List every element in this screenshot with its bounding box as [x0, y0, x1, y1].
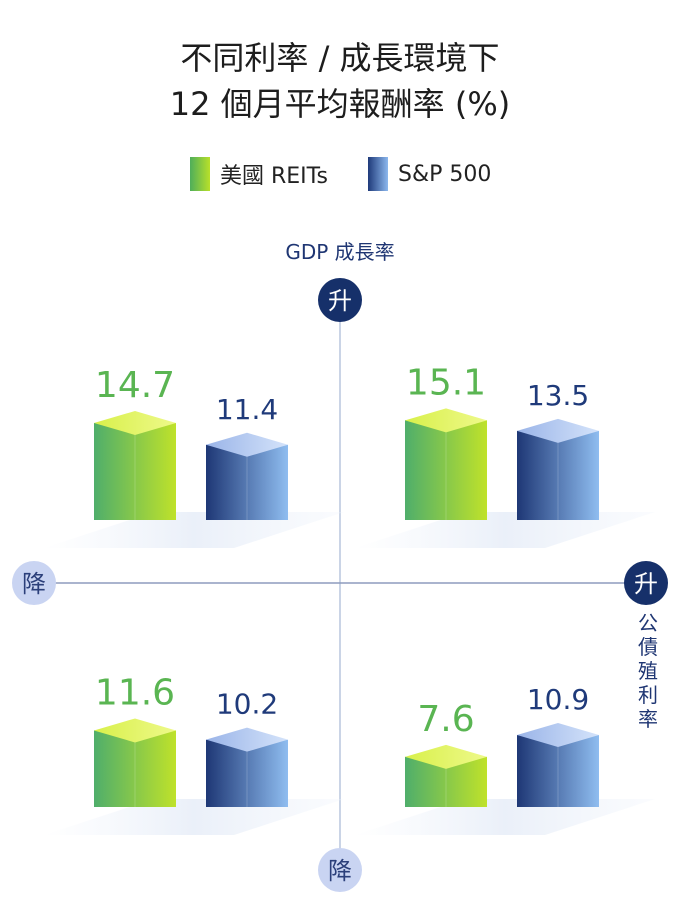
- bar-top: [405, 744, 487, 769]
- data-label: 7.6: [417, 699, 474, 740]
- bar-top: [206, 727, 288, 752]
- bar: [94, 730, 176, 807]
- x-axis-title: 公債殖利率: [638, 611, 658, 731]
- x-axis-left-label: 降: [22, 570, 46, 598]
- legend-item-sp500: S&P 500: [368, 156, 491, 192]
- legend-item-reits: 美國 REITs: [190, 156, 328, 192]
- bar: [206, 444, 288, 520]
- data-label: 14.7: [95, 365, 175, 406]
- legend-swatch-sp500: [368, 157, 388, 191]
- x-axis-title-char: 公: [638, 611, 658, 635]
- data-label: 10.2: [216, 688, 278, 721]
- bar-floor-shadow: [355, 512, 655, 548]
- data-label: 11.4: [216, 393, 278, 426]
- chart-title-line-2: 12 個月平均報酬率 (%): [169, 85, 511, 123]
- bar-top: [94, 410, 176, 435]
- bar-floor-shadow: [44, 799, 344, 835]
- bar-top: [405, 408, 487, 433]
- bars-group: 14.7 11.4 15.1 13.5 11.6 10.2 7.6 10.9: [44, 362, 655, 835]
- x-axis-title-char: 殖: [638, 659, 658, 683]
- bar: [405, 420, 487, 520]
- bar: [517, 430, 599, 520]
- y-axis-top-badge: [318, 278, 362, 322]
- y-axis-title: GDP 成長率: [285, 240, 394, 264]
- chart-title-line-1: 不同利率 / 成長環境下: [180, 39, 500, 77]
- x-axis-left-badge: [12, 561, 56, 605]
- legend-swatch-reits: [190, 157, 210, 191]
- bar-top: [94, 718, 176, 743]
- bar-top: [517, 418, 599, 443]
- y-axis-bottom-badge: [318, 848, 362, 892]
- x-axis-right-badge: [624, 561, 668, 605]
- bar-top: [206, 432, 288, 457]
- legend-label-sp500: S&P 500: [398, 161, 492, 187]
- x-axis-title-char: 債: [638, 635, 658, 659]
- y-axis-top-label: 升: [328, 287, 352, 315]
- x-axis-title-char: 利: [638, 683, 658, 707]
- data-label: 13.5: [527, 379, 589, 412]
- bar: [94, 422, 176, 520]
- x-axis-right-label: 升: [634, 570, 658, 598]
- legend: 美國 REITs S&P 500: [0, 156, 680, 192]
- bar-floor-shadow: [355, 799, 655, 835]
- legend-label-reits: 美國 REITs: [220, 164, 328, 189]
- bar-top: [517, 723, 599, 748]
- x-axis-title-char: 率: [638, 707, 658, 731]
- data-label: 11.6: [95, 672, 175, 713]
- y-axis-bottom-label: 降: [328, 857, 352, 885]
- bar-floor-shadow: [44, 512, 344, 548]
- data-label: 10.9: [527, 683, 589, 716]
- data-label: 15.1: [406, 362, 486, 403]
